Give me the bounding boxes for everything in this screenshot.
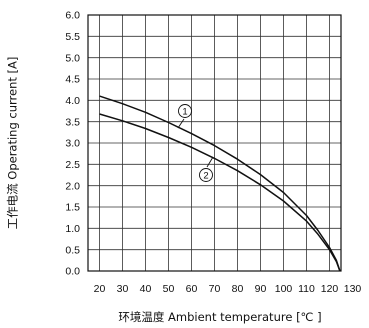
y-tick-label: 4.0 (65, 95, 80, 107)
series-label-leader (177, 118, 185, 129)
x-tick-label: 20 (94, 283, 106, 295)
series-line-1 (99, 95, 341, 272)
x-tick-label: 130 (344, 283, 362, 295)
x-tick-label: 100 (275, 283, 293, 295)
y-tick-label: 1.0 (65, 223, 80, 235)
x-tick-label: 80 (232, 283, 244, 295)
y-tick-label: 1.5 (65, 202, 80, 214)
series-label-circle (199, 168, 213, 182)
y-tick-labels: 0.0 0.5 1.0 1.5 2.0 2.5 3.0 3.5 4.0 4.5 5.0 5.5 6.0 (65, 10, 80, 278)
grid (88, 14, 341, 272)
y-axis-label: 工作电流 Operating current [A] (6, 57, 20, 230)
x-tick-label: 30 (117, 283, 129, 295)
y-tick-label: 3.5 (65, 116, 80, 128)
y-tick-label: 5.5 (65, 31, 80, 43)
y-tick-label: 4.5 (65, 74, 80, 86)
series-label: 2 (203, 170, 208, 181)
y-tick-label: 5.0 (65, 52, 80, 64)
x-tick-label: 90 (255, 283, 267, 295)
x-tick-label: 60 (186, 283, 198, 295)
y-tick-label: 0.0 (65, 266, 80, 278)
x-axis-label: 环境温度 Ambient temperature [℃ ] (118, 310, 321, 324)
x-tick-label: 110 (298, 283, 315, 295)
y-tick-label: 2.0 (65, 180, 80, 192)
x-tick-label: 40 (140, 283, 152, 295)
y-tick-label: 6.0 (65, 10, 80, 22)
x-tick-label: 120 (321, 283, 339, 295)
series-label-leader (206, 156, 214, 168)
y-tick-label: 0.5 (65, 244, 80, 256)
x-tick-labels: 20 30 40 50 60 70 80 90 100 110 120 130 (94, 283, 362, 295)
y-tick-label: 3.0 (65, 138, 80, 150)
y-tick-label: 2.5 (65, 159, 80, 171)
x-tick-label: 70 (209, 283, 221, 295)
series-label: 1 (182, 106, 187, 117)
series-label-circle (178, 104, 192, 118)
plot-border (87, 14, 342, 272)
series-line-2 (99, 113, 341, 272)
series-lines (99, 95, 341, 272)
plot-frame (87, 14, 342, 272)
series-labels: 12 (177, 104, 214, 182)
x-tick-label: 50 (163, 283, 175, 295)
